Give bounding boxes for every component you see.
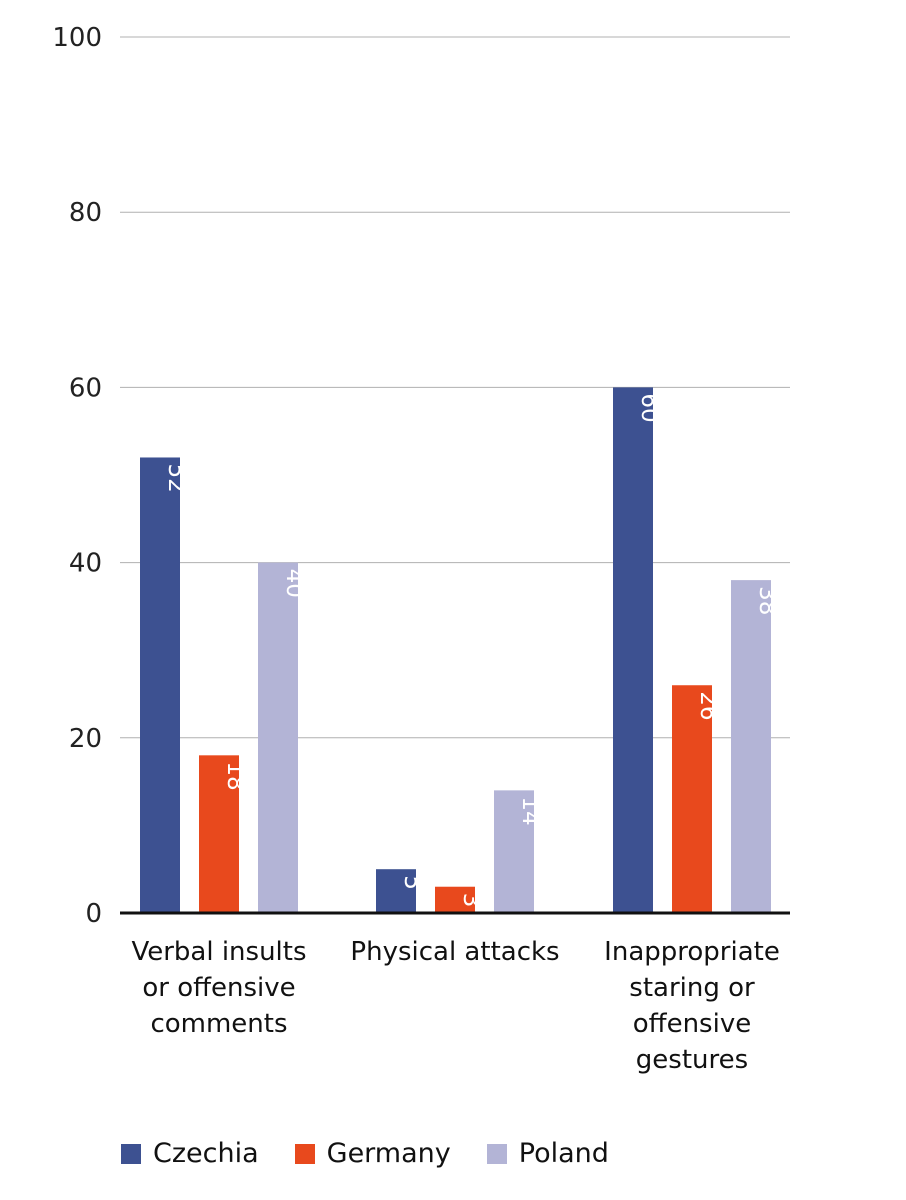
x-category-label: gestures bbox=[636, 1045, 748, 1075]
x-category-label: Physical attacks bbox=[350, 937, 559, 967]
x-category-label: staring or bbox=[629, 973, 755, 1003]
data-label: 38 bbox=[754, 586, 780, 615]
legend: Czechia Germany Poland bbox=[121, 1138, 645, 1169]
y-tick-label: 60 bbox=[69, 373, 102, 403]
legend-item-czechia: Czechia bbox=[121, 1138, 259, 1169]
y-tick-label: 80 bbox=[69, 198, 102, 228]
x-category-label: comments bbox=[150, 1009, 287, 1039]
data-label: 14 bbox=[517, 796, 543, 825]
legend-item-germany: Germany bbox=[294, 1138, 451, 1169]
bar-czechia bbox=[376, 869, 416, 913]
bar-chart: 0 20 40 60 80 100 52 18 40 Verbal insults or offen… bbox=[52, 23, 790, 1075]
legend-swatch-czechia bbox=[121, 1143, 141, 1164]
bar-czechia bbox=[140, 457, 180, 913]
legend-label: Germany bbox=[326, 1138, 451, 1169]
data-label: 18 bbox=[222, 761, 248, 790]
bar-czechia bbox=[613, 387, 653, 913]
bar-poland bbox=[494, 790, 534, 913]
bar-germany bbox=[435, 886, 475, 913]
data-label: 60 bbox=[636, 393, 662, 422]
y-tick-label: 0 bbox=[85, 899, 102, 929]
legend-label: Poland bbox=[518, 1138, 609, 1169]
bar-poland bbox=[258, 562, 298, 913]
x-category-label: Inappropriate bbox=[604, 937, 780, 967]
x-category-label: or offensive bbox=[142, 973, 295, 1003]
y-tick-label: 100 bbox=[52, 23, 102, 53]
legend-swatch-germany bbox=[294, 1143, 315, 1164]
bar-poland bbox=[731, 580, 771, 913]
data-label: 52 bbox=[163, 463, 189, 492]
data-label: 26 bbox=[695, 691, 721, 720]
x-category-label: offensive bbox=[633, 1009, 751, 1039]
y-tick-label: 40 bbox=[69, 549, 102, 579]
data-label: 3 bbox=[458, 893, 484, 908]
legend-label: Czechia bbox=[153, 1138, 259, 1169]
data-label: 5 bbox=[399, 875, 425, 890]
legend-item-poland: Poland bbox=[486, 1138, 609, 1169]
bar-germany bbox=[672, 685, 712, 913]
data-label: 40 bbox=[281, 569, 307, 598]
y-tick-label: 20 bbox=[69, 724, 102, 754]
x-category-label: Verbal insults bbox=[131, 937, 306, 967]
legend-swatch-poland bbox=[486, 1143, 507, 1164]
bar-germany bbox=[199, 755, 239, 913]
